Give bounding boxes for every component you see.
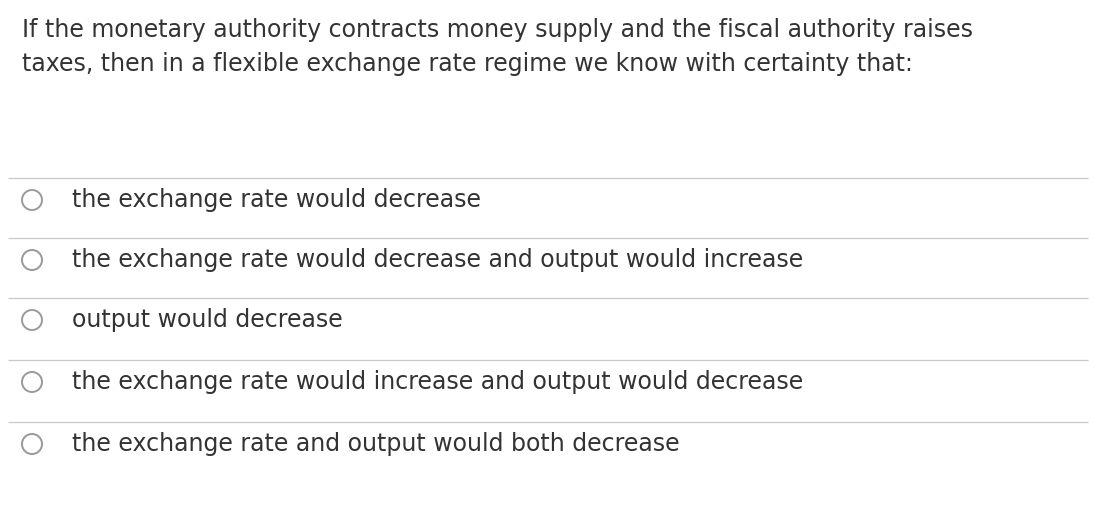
Text: the exchange rate would increase and output would decrease: the exchange rate would increase and out… (72, 370, 803, 394)
Text: output would decrease: output would decrease (72, 308, 343, 332)
Text: the exchange rate and output would both decrease: the exchange rate and output would both … (72, 432, 680, 456)
Text: the exchange rate would decrease and output would increase: the exchange rate would decrease and out… (72, 248, 803, 272)
Text: If the monetary authority contracts money supply and the fiscal authority raises: If the monetary authority contracts mone… (22, 18, 973, 76)
Text: the exchange rate would decrease: the exchange rate would decrease (72, 188, 481, 212)
